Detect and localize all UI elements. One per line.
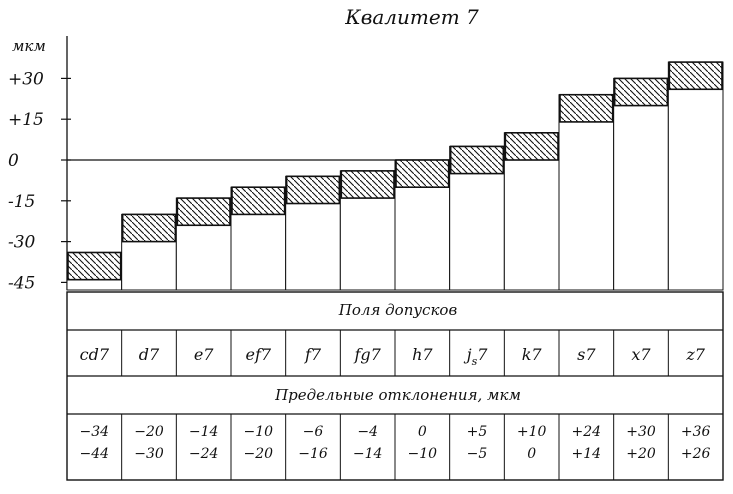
tolerance-zone-e7: [176, 197, 231, 227]
tolerance-zone-s7: [559, 93, 614, 123]
bar-column-z7: [667, 61, 724, 291]
lower-deviation-value: +26: [681, 446, 711, 462]
tolerance-field-label: cd7: [80, 345, 110, 364]
tolerance-zone-fg7: [340, 170, 395, 199]
tolerance-zone-js7: [449, 145, 505, 175]
y-tick-label: -15: [8, 192, 35, 212]
tolerance-zone-z7: [668, 61, 723, 91]
y-axis-unit: мкм: [12, 37, 46, 55]
lower-deviation-value: −5: [467, 446, 488, 462]
tolerance-zone-d7: [121, 213, 177, 243]
chart-title: Квалитет 7: [344, 5, 479, 29]
tolerance-field-label: f7: [304, 345, 322, 364]
upper-deviation-value: −10: [244, 424, 274, 440]
tolerance-field-label: e7: [194, 345, 214, 364]
upper-deviation-value: +5: [467, 424, 488, 440]
tolerance-field-label: h7: [412, 345, 433, 364]
tolerance-zone-cd7: [67, 251, 122, 281]
upper-deviation-value: −20: [134, 424, 164, 440]
tolerance-field-label: ef7: [246, 345, 272, 364]
tolerance-zone-h7: [395, 159, 450, 189]
tolerance-field-label: k7: [522, 345, 543, 364]
y-tick-label: +30: [8, 69, 44, 89]
tolerance-zone-f7: [285, 175, 341, 205]
lower-deviation-value: 0: [527, 446, 536, 462]
upper-deviation-value: +24: [572, 424, 602, 440]
tolerance-field-label: x7: [631, 345, 651, 364]
tolerance-field-label: fg7: [353, 345, 381, 364]
lower-deviation-value: −16: [298, 446, 328, 462]
y-tick-label: -45: [8, 273, 35, 293]
y-tick-label: -30: [8, 233, 36, 253]
upper-deviation-value: −14: [189, 424, 219, 440]
upper-deviation-value: −4: [357, 424, 378, 440]
lower-deviation-value: −14: [353, 446, 383, 462]
tolerance-zone-ef7: [231, 186, 286, 216]
tolerance-field-label: d7: [139, 345, 160, 364]
upper-deviation-value: −6: [303, 424, 324, 440]
lower-deviation-value: −24: [189, 446, 219, 462]
upper-deviation-value: −34: [80, 424, 110, 440]
tolerance-zone-k7: [504, 132, 559, 161]
lower-deviation-value: −30: [134, 446, 164, 462]
lower-deviation-value: −20: [244, 446, 274, 462]
tolerance-field-label: s7: [577, 345, 596, 364]
upper-deviation-value: +10: [517, 424, 547, 440]
y-tick-label: 0: [8, 151, 19, 171]
tolerance-field-label: z7: [685, 345, 705, 364]
upper-deviation-value: +30: [626, 424, 656, 440]
tolerance-zone-x7: [613, 77, 669, 107]
deviations-caption: Предельные отклонения, мкм: [274, 386, 521, 404]
tolerance-field-label: js7: [464, 345, 489, 368]
bar-column-x7: [613, 77, 669, 291]
lower-deviation-value: −10: [408, 446, 438, 462]
lower-deviation-value: −44: [80, 446, 110, 462]
lower-deviation-value: +14: [572, 446, 602, 462]
tolerance-fields-caption: Поля допусков: [338, 301, 458, 319]
lower-deviation-value: +20: [626, 446, 656, 462]
upper-deviation-value: 0: [418, 424, 427, 440]
upper-deviation-value: +36: [681, 424, 711, 440]
bar-column-s7: [558, 94, 615, 291]
y-tick-label: +15: [8, 110, 44, 130]
